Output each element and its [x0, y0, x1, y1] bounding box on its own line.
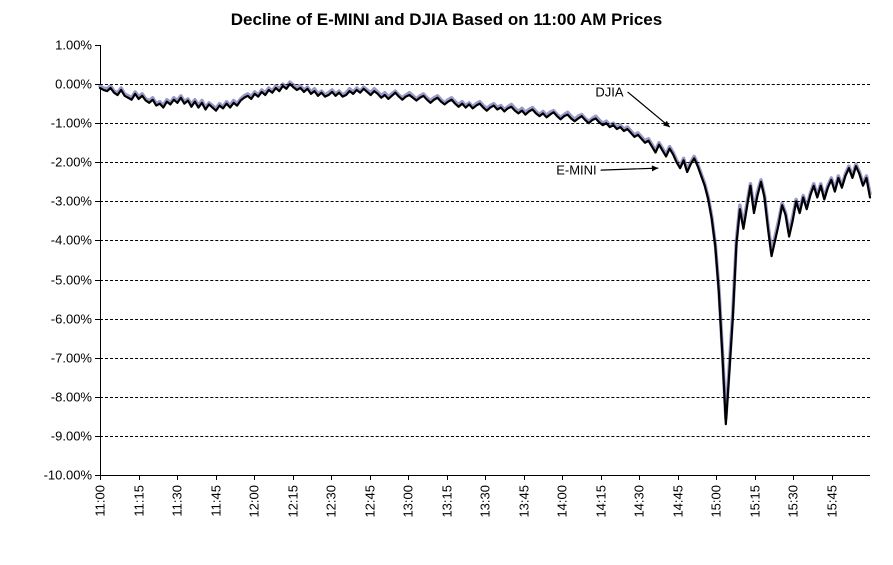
y-tick-mark — [95, 358, 100, 359]
y-tick-label: -2.00% — [51, 155, 92, 170]
y-tick-mark — [95, 45, 100, 46]
x-tick-label: 11:00 — [93, 485, 108, 517]
x-tick-mark — [716, 475, 717, 480]
x-tick-label: 14:30 — [632, 485, 647, 518]
x-tick-mark — [755, 475, 756, 480]
x-tick-mark — [100, 475, 101, 480]
x-tick-mark — [485, 475, 486, 480]
x-tick-mark — [408, 475, 409, 480]
x-tick-mark — [331, 475, 332, 480]
x-tick-label: 11:45 — [208, 485, 223, 517]
y-tick-mark — [95, 319, 100, 320]
y-tick-label: -3.00% — [51, 194, 92, 209]
x-tick-label: 13:00 — [401, 485, 416, 518]
y-tick-label: 1.00% — [55, 38, 92, 53]
series-djia — [100, 82, 870, 418]
x-tick-label: 14:45 — [670, 485, 685, 518]
gridline — [100, 201, 870, 202]
gridline — [100, 358, 870, 359]
x-tick-label: 12:45 — [362, 485, 377, 518]
x-tick-label: 15:45 — [824, 485, 839, 518]
y-tick-label: 0.00% — [55, 77, 92, 92]
y-tick-mark — [95, 436, 100, 437]
gridline — [100, 280, 870, 281]
x-tick-mark — [370, 475, 371, 480]
chart-title: Decline of E-MINI and DJIA Based on 11:0… — [0, 10, 893, 30]
y-tick-label: -5.00% — [51, 272, 92, 287]
y-tick-mark — [95, 123, 100, 124]
y-tick-label: -10.00% — [44, 468, 92, 483]
y-tick-mark — [95, 240, 100, 241]
x-tick-label: 12:15 — [285, 485, 300, 518]
x-tick-mark — [678, 475, 679, 480]
gridline — [100, 84, 870, 85]
annotation-djia: DJIA — [595, 84, 623, 99]
x-tick-label: 15:15 — [747, 485, 762, 518]
plot-area: -10.00%-9.00%-8.00%-7.00%-6.00%-5.00%-4.… — [100, 45, 870, 475]
gridline — [100, 240, 870, 241]
x-tick-mark — [139, 475, 140, 480]
y-tick-label: -9.00% — [51, 428, 92, 443]
annotation-arrow — [601, 168, 659, 170]
x-tick-mark — [793, 475, 794, 480]
x-tick-label: 13:30 — [478, 485, 493, 518]
y-tick-mark — [95, 201, 100, 202]
x-tick-mark — [639, 475, 640, 480]
x-tick-mark — [177, 475, 178, 480]
x-tick-label: 15:00 — [709, 485, 724, 518]
x-tick-label: 12:00 — [247, 485, 262, 518]
gridline — [100, 123, 870, 124]
x-tick-label: 13:15 — [439, 485, 454, 518]
x-tick-label: 11:30 — [170, 485, 185, 517]
y-tick-label: -4.00% — [51, 233, 92, 248]
x-tick-mark — [524, 475, 525, 480]
annotation-arrow — [628, 92, 670, 127]
y-tick-mark — [95, 162, 100, 163]
x-tick-label: 13:45 — [516, 485, 531, 518]
x-tick-label: 15:30 — [786, 485, 801, 518]
x-tick-label: 14:00 — [555, 485, 570, 518]
chart-container: Decline of E-MINI and DJIA Based on 11:0… — [0, 0, 893, 565]
y-tick-label: -7.00% — [51, 350, 92, 365]
y-tick-label: -6.00% — [51, 311, 92, 326]
x-tick-label: 12:30 — [324, 485, 339, 518]
x-tick-mark — [293, 475, 294, 480]
y-tick-label: -1.00% — [51, 116, 92, 131]
series-e-mini — [100, 84, 870, 424]
x-tick-mark — [562, 475, 563, 480]
gridline — [100, 436, 870, 437]
x-tick-label: 14:15 — [593, 485, 608, 518]
gridline — [100, 397, 870, 398]
y-tick-mark — [95, 280, 100, 281]
x-tick-mark — [832, 475, 833, 480]
y-tick-mark — [95, 84, 100, 85]
gridline — [100, 319, 870, 320]
annotation-e-mini: E-MINI — [556, 163, 596, 178]
series-lines — [100, 45, 870, 475]
annotation-arrowhead — [652, 165, 658, 171]
x-tick-mark — [216, 475, 217, 480]
x-tick-mark — [601, 475, 602, 480]
x-tick-mark — [254, 475, 255, 480]
x-tick-mark — [447, 475, 448, 480]
gridline — [100, 162, 870, 163]
y-tick-label: -8.00% — [51, 389, 92, 404]
x-tick-label: 11:15 — [131, 485, 146, 517]
y-tick-mark — [95, 397, 100, 398]
